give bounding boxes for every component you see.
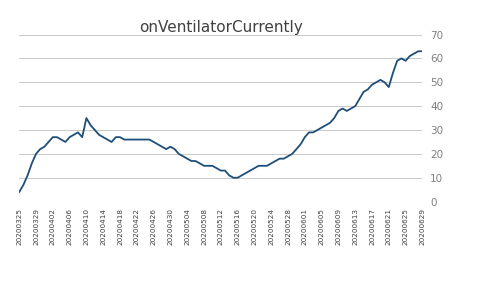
- Text: onVentilatorCurrently: onVentilatorCurrently: [139, 20, 303, 35]
